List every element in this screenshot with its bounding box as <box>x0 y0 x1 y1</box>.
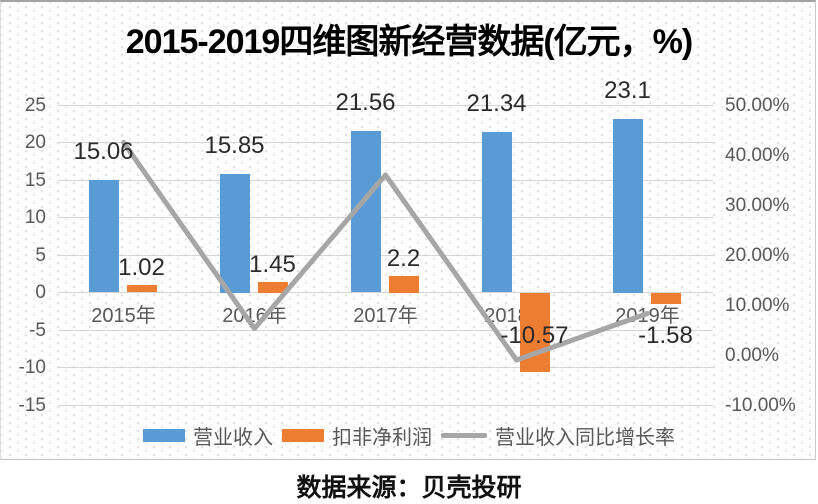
x-axis-category-label: 2017年 <box>353 305 418 327</box>
y-axis-left-tick: 0 <box>35 282 46 303</box>
profit-bar <box>388 276 419 293</box>
legend-item: 营业收入同比增长率 <box>441 421 675 450</box>
profit-data-label: -1.58 <box>638 322 693 349</box>
chart-title: 2015-2019四维图新经营数据(亿元，%) <box>125 23 693 61</box>
y-axis-left-tick: -5 <box>29 319 46 341</box>
y-axis-left-tick: -10 <box>18 357 46 378</box>
gridline <box>58 367 713 368</box>
growth-line-series <box>121 140 650 363</box>
revenue-data-label: 15.06 <box>73 137 134 165</box>
y-axis-left-tick: 20 <box>24 132 46 153</box>
revenue-bar <box>350 130 381 293</box>
gridline <box>58 104 713 106</box>
y-axis-left-tick: 15 <box>24 169 46 191</box>
legend-line-swatch <box>441 432 487 438</box>
gridline <box>58 404 713 406</box>
legend-item: 扣非净利润 <box>282 421 432 450</box>
profit-data-label: 1.45 <box>249 250 296 278</box>
growth-line <box>121 140 650 363</box>
y-axis-right-tick: 50.00% <box>725 94 790 116</box>
y-axis-right-tick: 0.00% <box>725 344 779 366</box>
legend-label: 营业收入同比增长率 <box>495 426 675 449</box>
legend-item: 营业收入 <box>143 421 273 450</box>
profit-data-label: 2.2 <box>386 245 421 272</box>
y-axis-right-tick: 30.00% <box>725 194 790 216</box>
y-axis-left-tick: 5 <box>35 244 46 266</box>
profit-bar <box>650 292 681 305</box>
profit-bar <box>126 284 157 293</box>
x-axis-category-label: 2016年 <box>222 305 287 327</box>
profit-data-label: -10.57 <box>500 322 569 349</box>
legend: 营业收入 扣非净利润 营业收入同比增长率 <box>0 421 818 450</box>
y-axis-left-tick: 10 <box>24 207 46 228</box>
profit-data-label: 1.02 <box>118 253 165 281</box>
profit-bar <box>257 281 288 293</box>
revenue-data-label: 21.56 <box>335 88 396 116</box>
x-axis-category-label: 2015年 <box>91 305 156 327</box>
y-axis-right-tick: 20.00% <box>725 244 790 266</box>
gridline <box>58 329 713 331</box>
revenue-bar <box>88 179 119 293</box>
y-axis-left-tick: 25 <box>24 94 46 116</box>
revenue-bar <box>481 132 512 293</box>
legend-color-swatch <box>282 428 324 442</box>
legend-label: 营业收入 <box>193 426 273 449</box>
y-axis-right-tick: 40.00% <box>725 144 790 166</box>
legend-color-swatch <box>143 428 185 442</box>
source-caption: 数据来源：贝壳投研 <box>296 474 522 502</box>
y-axis-left-tick: -15 <box>18 394 46 416</box>
revenue-bar <box>612 119 643 293</box>
y-axis-right-tick: 10.00% <box>725 294 790 316</box>
revenue-bar <box>219 173 250 293</box>
legend-label: 扣非净利润 <box>332 426 432 449</box>
revenue-data-label: 21.34 <box>466 90 527 118</box>
y-axis-right-tick: -10.00% <box>725 394 796 416</box>
revenue-data-label: 15.85 <box>204 131 265 159</box>
revenue-data-label: 23.1 <box>604 77 651 105</box>
plot-area: 25 20 15 10 5 0 -5 -10 -15 50.00% 40.00% 30.00% 20.0… <box>18 77 796 416</box>
